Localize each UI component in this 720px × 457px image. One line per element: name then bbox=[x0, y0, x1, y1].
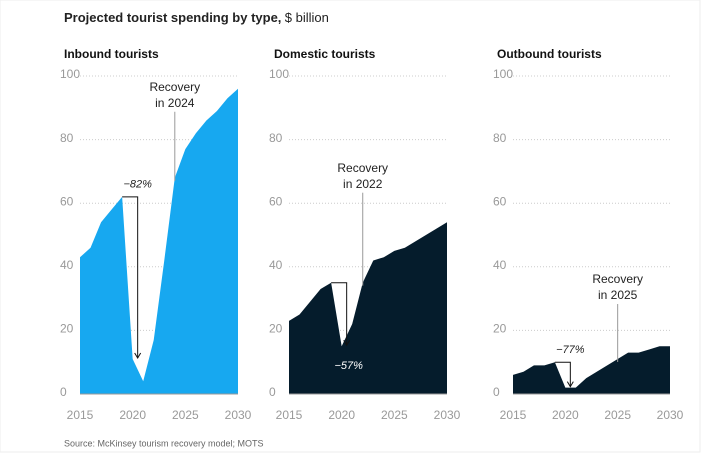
y-tick-label: 0 bbox=[60, 385, 67, 399]
panel-title: Outbound tourists bbox=[497, 47, 602, 61]
recovery-label: in 2022 bbox=[343, 177, 383, 191]
chart-title: Projected tourist spending by type, $ bi… bbox=[64, 10, 329, 25]
x-tick-label: 2015 bbox=[276, 408, 303, 422]
unit: $ billion bbox=[285, 10, 329, 25]
recovery-label: in 2025 bbox=[598, 288, 638, 302]
drop-bracket bbox=[331, 282, 348, 346]
drop-bracket bbox=[122, 196, 139, 359]
drop-label: −77% bbox=[556, 344, 585, 356]
x-tick-label: 2025 bbox=[381, 408, 408, 422]
drop-arrow bbox=[566, 381, 574, 388]
y-tick-label: 60 bbox=[269, 194, 283, 208]
recovery-label: in 2024 bbox=[155, 96, 195, 110]
y-tick-label: 0 bbox=[269, 385, 276, 399]
drop-arrow bbox=[134, 352, 142, 359]
x-tick-label: 2015 bbox=[500, 408, 527, 422]
recovery-label: Recovery bbox=[337, 161, 388, 175]
drop-arrow bbox=[343, 340, 351, 347]
x-tick-label: 2030 bbox=[434, 408, 461, 422]
area bbox=[289, 222, 447, 394]
x-tick-label: 2025 bbox=[604, 408, 631, 422]
panel-title: Inbound tourists bbox=[64, 47, 159, 61]
y-tick-label: 40 bbox=[493, 258, 507, 272]
recovery-label: Recovery bbox=[592, 272, 643, 286]
x-tick-label: 2030 bbox=[657, 408, 684, 422]
y-tick-label: 20 bbox=[60, 322, 74, 336]
x-tick-label: 2025 bbox=[172, 408, 199, 422]
y-tick-label: 80 bbox=[493, 131, 507, 145]
recovery-label: Recovery bbox=[149, 80, 200, 94]
y-tick-label: 60 bbox=[60, 194, 74, 208]
y-tick-label: 40 bbox=[269, 258, 283, 272]
x-tick-label: 2020 bbox=[552, 408, 579, 422]
area bbox=[513, 346, 670, 394]
title: Projected tourist spending by type, bbox=[64, 10, 281, 25]
x-tick-label: 2020 bbox=[119, 408, 146, 422]
y-tick-label: 40 bbox=[60, 258, 74, 272]
drop-bracket bbox=[554, 361, 571, 387]
y-tick-label: 100 bbox=[269, 67, 289, 81]
y-tick-label: 100 bbox=[60, 67, 80, 81]
y-tick-label: 60 bbox=[493, 194, 507, 208]
y-tick-label: 100 bbox=[493, 67, 513, 81]
y-tick-label: 80 bbox=[269, 131, 283, 145]
drop-label: −57% bbox=[334, 360, 363, 372]
y-tick-label: 20 bbox=[269, 322, 283, 336]
source: Source: McKinsey tourism recovery model;… bbox=[64, 438, 264, 448]
panel-title: Domestic tourists bbox=[274, 47, 376, 61]
x-tick-label: 2015 bbox=[67, 408, 94, 422]
y-tick-label: 0 bbox=[493, 385, 500, 399]
x-tick-label: 2020 bbox=[328, 408, 355, 422]
y-tick-label: 20 bbox=[493, 322, 507, 336]
y-tick-label: 80 bbox=[60, 131, 74, 145]
x-tick-label: 2030 bbox=[225, 408, 252, 422]
area bbox=[80, 88, 238, 394]
drop-label: −82% bbox=[123, 179, 152, 191]
